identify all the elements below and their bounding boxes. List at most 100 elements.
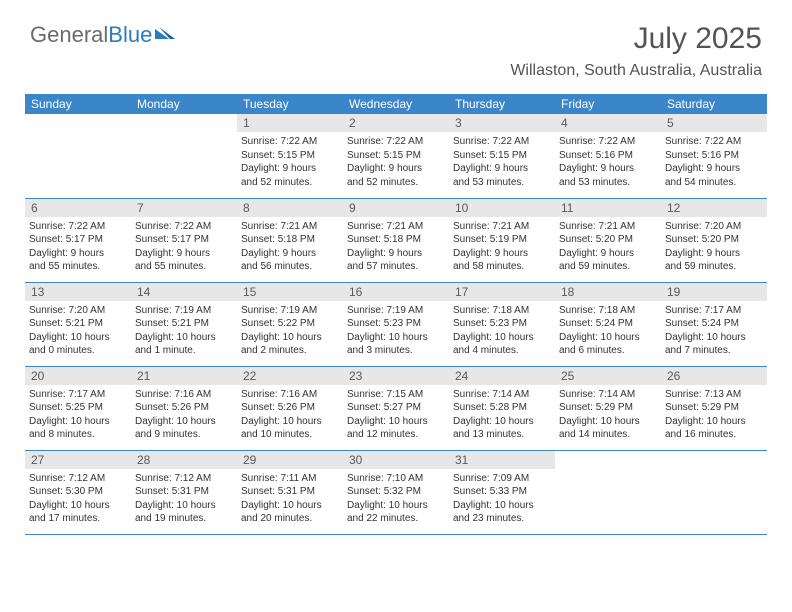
calendar-cell: 10Sunrise: 7:21 AMSunset: 5:19 PMDayligh… xyxy=(449,198,555,282)
sunset-text: Sunset: 5:31 PM xyxy=(241,485,339,499)
day-body: Sunrise: 7:21 AMSunset: 5:18 PMDaylight:… xyxy=(237,217,343,278)
daylight-line1: Daylight: 10 hours xyxy=(347,499,445,513)
daylight-line2: and 7 minutes. xyxy=(665,344,763,358)
daylight-line1: Daylight: 10 hours xyxy=(665,331,763,345)
calendar-cell: 17Sunrise: 7:18 AMSunset: 5:23 PMDayligh… xyxy=(449,282,555,366)
sunset-text: Sunset: 5:20 PM xyxy=(559,233,657,247)
daylight-line2: and 19 minutes. xyxy=(135,512,233,526)
sunrise-text: Sunrise: 7:21 AM xyxy=(559,220,657,234)
day-number: 28 xyxy=(131,451,237,469)
day-body: Sunrise: 7:18 AMSunset: 5:24 PMDaylight:… xyxy=(555,301,661,362)
day-number: 2 xyxy=(343,114,449,132)
daylight-line2: and 59 minutes. xyxy=(559,260,657,274)
calendar-cell: 3Sunrise: 7:22 AMSunset: 5:15 PMDaylight… xyxy=(449,114,555,198)
day-body: Sunrise: 7:19 AMSunset: 5:23 PMDaylight:… xyxy=(343,301,449,362)
day-number: 18 xyxy=(555,283,661,301)
weekday-head: Thursday xyxy=(449,94,555,114)
day-body: Sunrise: 7:21 AMSunset: 5:20 PMDaylight:… xyxy=(555,217,661,278)
sunrise-text: Sunrise: 7:22 AM xyxy=(453,135,551,149)
sunset-text: Sunset: 5:21 PM xyxy=(135,317,233,331)
day-number: 29 xyxy=(237,451,343,469)
weekday-head: Wednesday xyxy=(343,94,449,114)
daylight-line2: and 57 minutes. xyxy=(347,260,445,274)
sunrise-text: Sunrise: 7:16 AM xyxy=(241,388,339,402)
day-body: Sunrise: 7:12 AMSunset: 5:30 PMDaylight:… xyxy=(25,469,131,530)
sunset-text: Sunset: 5:24 PM xyxy=(665,317,763,331)
day-number: 23 xyxy=(343,367,449,385)
sunset-text: Sunset: 5:29 PM xyxy=(559,401,657,415)
day-number: 4 xyxy=(555,114,661,132)
sunrise-text: Sunrise: 7:18 AM xyxy=(453,304,551,318)
day-body: Sunrise: 7:13 AMSunset: 5:29 PMDaylight:… xyxy=(661,385,767,446)
sunset-text: Sunset: 5:33 PM xyxy=(453,485,551,499)
day-body: Sunrise: 7:22 AMSunset: 5:17 PMDaylight:… xyxy=(131,217,237,278)
day-body: Sunrise: 7:18 AMSunset: 5:23 PMDaylight:… xyxy=(449,301,555,362)
calendar-cell: 5Sunrise: 7:22 AMSunset: 5:16 PMDaylight… xyxy=(661,114,767,198)
daylight-line2: and 59 minutes. xyxy=(665,260,763,274)
daylight-line2: and 9 minutes. xyxy=(135,428,233,442)
sunrise-text: Sunrise: 7:19 AM xyxy=(241,304,339,318)
sunset-text: Sunset: 5:25 PM xyxy=(29,401,127,415)
sunset-text: Sunset: 5:15 PM xyxy=(453,149,551,163)
header: GeneralBlue July 2025 Willaston, South A… xyxy=(0,0,792,84)
calendar-cell: 28Sunrise: 7:12 AMSunset: 5:31 PMDayligh… xyxy=(131,450,237,534)
sunset-text: Sunset: 5:17 PM xyxy=(29,233,127,247)
daylight-line2: and 17 minutes. xyxy=(29,512,127,526)
daylight-line2: and 23 minutes. xyxy=(453,512,551,526)
sunset-text: Sunset: 5:29 PM xyxy=(665,401,763,415)
daylight-line2: and 55 minutes. xyxy=(135,260,233,274)
calendar-row: 27Sunrise: 7:12 AMSunset: 5:30 PMDayligh… xyxy=(25,450,767,534)
daylight-line1: Daylight: 9 hours xyxy=(241,247,339,261)
calendar-cell: 29Sunrise: 7:11 AMSunset: 5:31 PMDayligh… xyxy=(237,450,343,534)
daylight-line2: and 12 minutes. xyxy=(347,428,445,442)
calendar-cell: 2Sunrise: 7:22 AMSunset: 5:15 PMDaylight… xyxy=(343,114,449,198)
daylight-line2: and 22 minutes. xyxy=(347,512,445,526)
calendar-table: Sunday Monday Tuesday Wednesday Thursday… xyxy=(25,94,767,535)
sunrise-text: Sunrise: 7:14 AM xyxy=(559,388,657,402)
sunrise-text: Sunrise: 7:21 AM xyxy=(241,220,339,234)
day-body: Sunrise: 7:15 AMSunset: 5:27 PMDaylight:… xyxy=(343,385,449,446)
logo-part1: General xyxy=(30,22,108,47)
sunrise-text: Sunrise: 7:22 AM xyxy=(347,135,445,149)
daylight-line2: and 52 minutes. xyxy=(241,176,339,190)
daylight-line1: Daylight: 10 hours xyxy=(241,415,339,429)
calendar-cell: . xyxy=(25,114,131,198)
sunset-text: Sunset: 5:15 PM xyxy=(347,149,445,163)
daylight-line1: Daylight: 10 hours xyxy=(453,415,551,429)
daylight-line1: Daylight: 9 hours xyxy=(453,247,551,261)
sunrise-text: Sunrise: 7:17 AM xyxy=(29,388,127,402)
day-number: 17 xyxy=(449,283,555,301)
logo-part2: Blue xyxy=(108,22,152,47)
day-number: 27 xyxy=(25,451,131,469)
logo-text: GeneralBlue xyxy=(30,22,152,48)
day-body: Sunrise: 7:22 AMSunset: 5:15 PMDaylight:… xyxy=(343,132,449,193)
day-number: 13 xyxy=(25,283,131,301)
day-body: Sunrise: 7:22 AMSunset: 5:17 PMDaylight:… xyxy=(25,217,131,278)
day-number: 22 xyxy=(237,367,343,385)
daylight-line1: Daylight: 10 hours xyxy=(241,331,339,345)
sunrise-text: Sunrise: 7:21 AM xyxy=(347,220,445,234)
sunrise-text: Sunrise: 7:15 AM xyxy=(347,388,445,402)
daylight-line2: and 54 minutes. xyxy=(665,176,763,190)
daylight-line1: Daylight: 10 hours xyxy=(135,499,233,513)
daylight-line2: and 56 minutes. xyxy=(241,260,339,274)
sunset-text: Sunset: 5:26 PM xyxy=(135,401,233,415)
daylight-line1: Daylight: 10 hours xyxy=(135,415,233,429)
daylight-line1: Daylight: 9 hours xyxy=(347,162,445,176)
daylight-line1: Daylight: 10 hours xyxy=(29,415,127,429)
calendar-cell: 21Sunrise: 7:16 AMSunset: 5:26 PMDayligh… xyxy=(131,366,237,450)
calendar-cell: . xyxy=(661,450,767,534)
daylight-line2: and 2 minutes. xyxy=(241,344,339,358)
sunrise-text: Sunrise: 7:20 AM xyxy=(29,304,127,318)
daylight-line2: and 20 minutes. xyxy=(241,512,339,526)
daylight-line1: Daylight: 9 hours xyxy=(559,247,657,261)
day-number: 15 xyxy=(237,283,343,301)
daylight-line1: Daylight: 10 hours xyxy=(135,331,233,345)
day-body: Sunrise: 7:22 AMSunset: 5:16 PMDaylight:… xyxy=(661,132,767,193)
day-number: 11 xyxy=(555,199,661,217)
daylight-line2: and 3 minutes. xyxy=(347,344,445,358)
sunset-text: Sunset: 5:16 PM xyxy=(559,149,657,163)
day-body: Sunrise: 7:17 AMSunset: 5:25 PMDaylight:… xyxy=(25,385,131,446)
calendar-cell: 18Sunrise: 7:18 AMSunset: 5:24 PMDayligh… xyxy=(555,282,661,366)
daylight-line1: Daylight: 10 hours xyxy=(29,331,127,345)
